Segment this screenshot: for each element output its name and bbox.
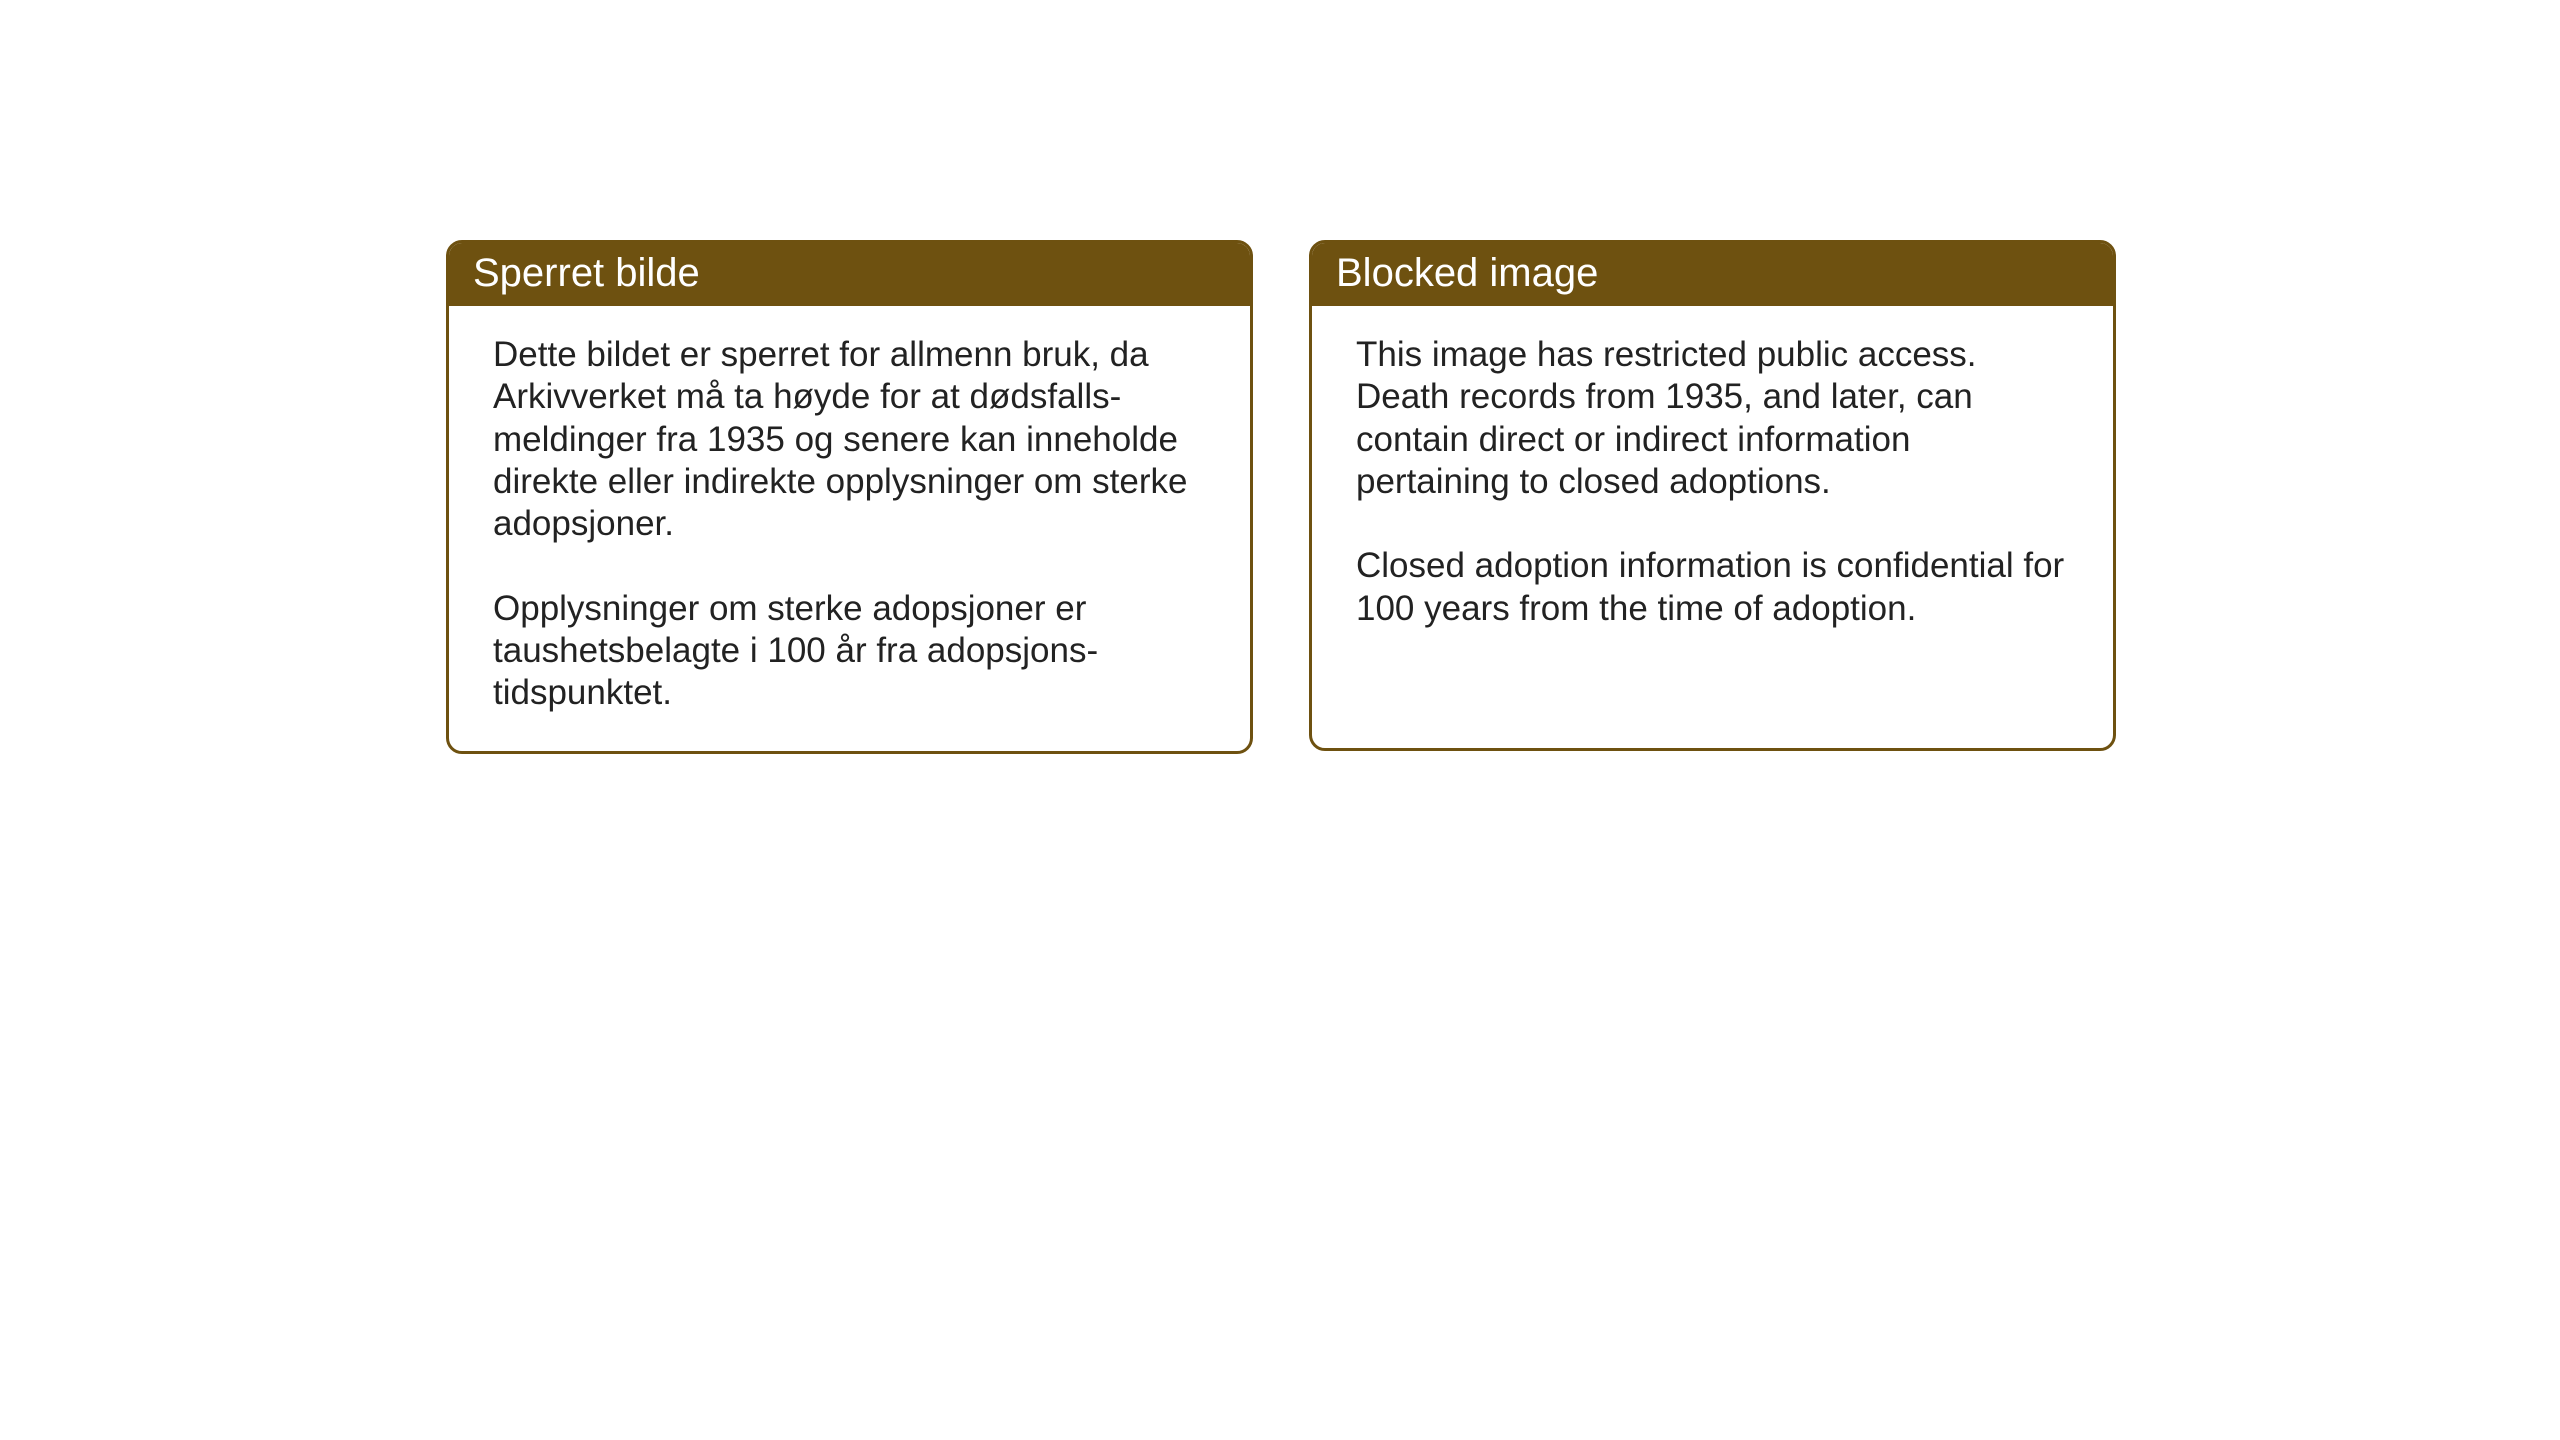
notice-card-norwegian: Sperret bilde Dette bildet er sperret fo…	[446, 240, 1253, 754]
norwegian-paragraph-2: Opplysninger om sterke adopsjoner er tau…	[493, 588, 1206, 715]
card-body-english: This image has restricted public access.…	[1312, 306, 2113, 666]
card-body-norwegian: Dette bildet er sperret for allmenn bruk…	[449, 306, 1250, 751]
notice-container: Sperret bilde Dette bildet er sperret fo…	[446, 240, 2116, 754]
norwegian-paragraph-1: Dette bildet er sperret for allmenn bruk…	[493, 334, 1206, 546]
card-header-english: Blocked image	[1312, 243, 2113, 306]
card-header-norwegian: Sperret bilde	[449, 243, 1250, 306]
english-paragraph-1: This image has restricted public access.…	[1356, 334, 2069, 503]
notice-card-english: Blocked image This image has restricted …	[1309, 240, 2116, 751]
english-paragraph-2: Closed adoption information is confident…	[1356, 545, 2069, 630]
